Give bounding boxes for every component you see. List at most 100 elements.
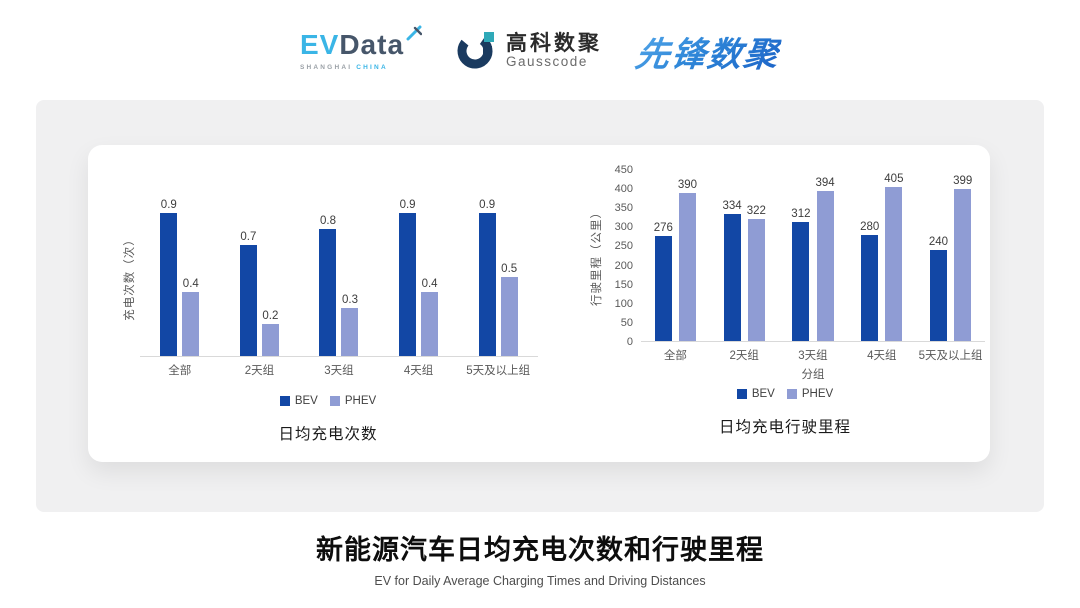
y-tick-label: 150 (614, 278, 633, 291)
bar-bev (239, 244, 257, 356)
y-tick-label: 300 (614, 221, 633, 234)
chart-title: 日均充电行驶里程 (718, 419, 851, 436)
bar-bev (478, 212, 496, 356)
chart-title: 日均充电次数 (278, 426, 378, 443)
category-label: 5天及以上组 (918, 350, 983, 362)
bar-value-label: 276 (653, 222, 673, 235)
charts-card: 充电次数（次） 0.9 0.4 0.7 0.2 0.8 0.3 0.9 0.4 0.9 0.5 全… (88, 145, 990, 462)
evdata-data-text: Data (339, 29, 405, 60)
bar-wrap: 0.9 (160, 197, 178, 356)
bar-value-label: 280 (860, 220, 880, 233)
bar-wrap: 280 (860, 170, 879, 341)
bar-wrap: 390 (678, 170, 697, 341)
bar-phev (261, 324, 279, 356)
bar-value-label: 334 (722, 200, 742, 213)
bar-phev (500, 276, 518, 356)
bar-group: 240 399 (916, 170, 985, 341)
bar-wrap: 405 (884, 170, 903, 341)
plot-area: 276 390 334 322 312 394 280 405 240 399 (641, 170, 985, 342)
bar-wrap: 0.2 (261, 197, 279, 356)
footer: 新能源汽车日均充电次数和行驶里程 EV for Daily Average Ch… (0, 528, 1080, 588)
bar-value-label: 0.9 (160, 198, 177, 211)
bar-phev (678, 192, 696, 341)
bar-value-label: 0.5 (501, 262, 518, 275)
bar-phev (885, 187, 903, 341)
y-tick-label: 50 (620, 316, 633, 329)
bar-value-label: 394 (815, 177, 835, 190)
category-label: 2天组 (729, 350, 759, 362)
gausscode-text: 高科数聚 Gausscode (506, 31, 603, 69)
bar-group: 276 390 (641, 170, 710, 341)
category-label: 2天组 (244, 365, 275, 377)
gausscode-logo: 高科数聚 Gausscode (456, 28, 602, 75)
legend: BEV PHEV (585, 388, 985, 400)
category-axis: 全部 2天组 3天组 4天组 5天及以上组 (641, 347, 985, 363)
bar-wrap: 0.9 (399, 197, 417, 356)
y-tick-label: 100 (614, 297, 633, 310)
bar-value-label: 405 (884, 173, 904, 186)
logo-row: EV Data SHANGHAI CHINA 高科数聚 Gausscode (0, 18, 1080, 84)
gausscode-name-cn: 高科数聚 (506, 31, 603, 55)
chart-daily-charging-times: 充电次数（次） 0.9 0.4 0.7 0.2 0.8 0.3 0.9 0.4 0.9 0.5 全… (118, 157, 538, 444)
y-axis-ticks: 0 50 100 150 200 250 300 350 400 450 (607, 164, 641, 348)
bar-bev (792, 222, 810, 341)
y-axis-label: 行驶里程（公里） (591, 206, 603, 306)
bar-bev (399, 212, 417, 356)
evdata-x-icon (406, 25, 423, 45)
bar-bev (723, 214, 741, 341)
category-axis: 全部 2天组 3天组 4天组 5天及以上组 (140, 362, 538, 378)
chart-daily-driving-distance: 行驶里程（公里） 0 50 100 150 200 250 300 350 400 450 276… (585, 157, 985, 437)
bar-bev (654, 236, 672, 341)
chart-main-area: 行驶里程（公里） 0 50 100 150 200 250 300 350 400 450 276… (585, 164, 985, 348)
gausscode-g-icon (456, 28, 498, 75)
bar-wrap: 0.3 (341, 197, 359, 356)
bar-bev (319, 228, 337, 356)
category-label: 3天组 (798, 350, 828, 362)
bar-phev (747, 218, 765, 341)
legend-label: BEV (294, 395, 318, 407)
bar-phev (816, 191, 834, 341)
y-tick-label: 250 (614, 240, 633, 253)
category-label: 5天及以上组 (466, 365, 531, 377)
legend-item-phev: PHEV (786, 388, 833, 400)
legend: BEV PHEV (118, 395, 538, 407)
bar-wrap: 0.8 (319, 197, 337, 356)
gray-background-card: 充电次数（次） 0.9 0.4 0.7 0.2 0.8 0.3 0.9 0.4 0.9 0.5 全… (36, 100, 1044, 512)
evdata-wordmark: EV Data (300, 25, 423, 60)
bar-group: 312 394 (779, 170, 848, 341)
bar-wrap: 276 (654, 170, 673, 341)
bar-value-label: 0.4 (182, 278, 199, 291)
bar-phev (341, 308, 359, 356)
bar-wrap: 0.5 (500, 197, 518, 356)
y-tick-label: 0 (626, 336, 633, 348)
bar-value-label: 390 (677, 178, 698, 191)
y-tick-label: 400 (614, 183, 633, 196)
pioneer-logo: 先锋数聚 (633, 27, 784, 76)
y-tick-label: 450 (614, 164, 633, 176)
bar-wrap: 0.9 (478, 197, 496, 356)
legend-item-bev: BEV (279, 395, 318, 407)
evdata-logo: EV Data SHANGHAI CHINA (299, 25, 423, 71)
page-title: 新能源汽车日均充电次数和行驶里程 (316, 535, 764, 565)
bar-value-label: 0.7 (240, 230, 257, 243)
bar-group: 280 405 (847, 170, 916, 341)
legend-label: BEV (751, 388, 775, 400)
bar-wrap: 399 (953, 170, 972, 341)
bar-wrap: 322 (747, 170, 766, 341)
bar-wrap: 240 (929, 170, 948, 341)
category-label: 4天组 (403, 365, 434, 377)
evdata-tagline-shanghai: SHANGHAI (299, 64, 353, 71)
y-tick-label: 200 (614, 259, 633, 272)
category-label: 4天组 (867, 350, 897, 362)
plot-area: 0.9 0.4 0.7 0.2 0.8 0.3 0.9 0.4 0.9 0.5 (140, 197, 538, 357)
legend-swatch-icon (736, 389, 747, 399)
legend-item-phev: PHEV (329, 395, 376, 407)
gausscode-name-en: Gausscode (506, 53, 588, 69)
bar-bev (929, 249, 947, 341)
category-label: 3天组 (324, 365, 354, 377)
bar-phev (182, 292, 200, 356)
legend-swatch-icon (329, 396, 340, 406)
bar-value-label: 399 (953, 175, 973, 188)
bar-phev (954, 189, 972, 341)
x-axis-label: 分组 (801, 369, 825, 381)
